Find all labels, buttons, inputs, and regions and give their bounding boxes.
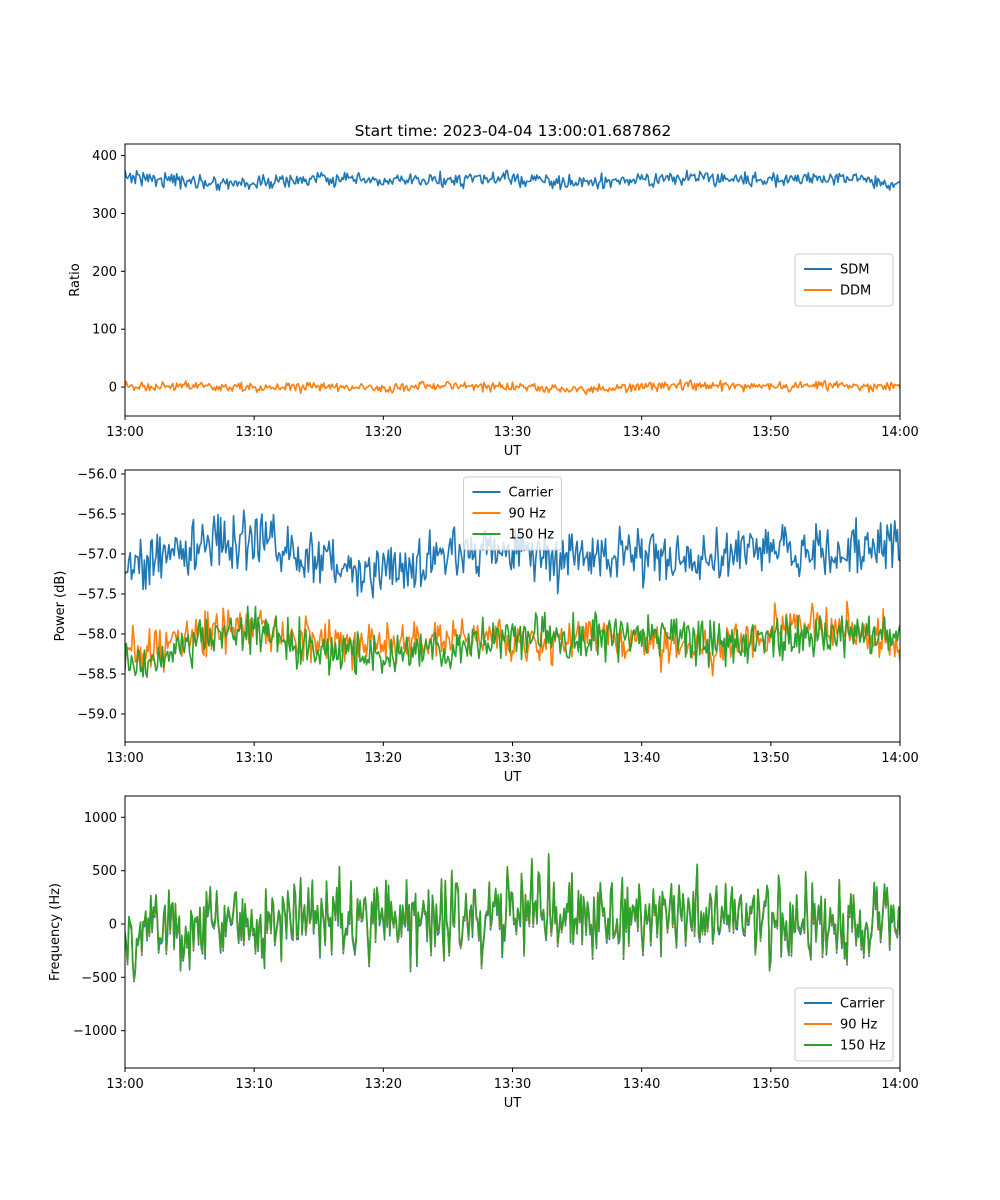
figure-title: Start time: 2023-04-04 13:00:01.687862 <box>355 122 672 140</box>
legend: Carrier 90 Hz 150 Hz <box>794 987 894 1062</box>
x-tick-label: 13:50 <box>752 1077 789 1092</box>
y-axis-label: Power (dB) <box>53 571 68 642</box>
x-tick-label: 13:50 <box>752 751 789 766</box>
y-tick-label: −59.0 <box>77 708 117 723</box>
chart-panel-3: 13:00 13:10 13:20 13:30 13:40 13:50 14:00 −1000… <box>48 795 919 1111</box>
x-tick-label: 14:00 <box>881 1077 918 1092</box>
y-tick-label: −56.5 <box>77 508 117 523</box>
legend-label: 150 Hz <box>840 1039 886 1054</box>
legend-label: Carrier <box>509 486 554 501</box>
x-tick-label: 13:10 <box>235 425 272 440</box>
y-axis-label: Ratio <box>68 263 83 296</box>
x-tick-label: 13:40 <box>623 1077 660 1092</box>
x-tick-label: 13:30 <box>494 751 531 766</box>
series-group <box>125 169 900 396</box>
x-tick-label: 13:10 <box>235 751 272 766</box>
legend: Carrier 90 Hz 150 Hz <box>463 476 562 551</box>
y-tick-label: −57.0 <box>77 548 117 563</box>
chart-panel-1: 13:00 13:10 13:20 13:30 13:40 13:50 14:00 0 100 2… <box>68 143 919 459</box>
series-line-90-hz <box>125 600 900 677</box>
y-tick-label: 400 <box>92 149 117 164</box>
x-tick-label: 14:00 <box>881 751 918 766</box>
x-tick-label: 13:20 <box>365 751 402 766</box>
y-tick-label: 300 <box>92 207 117 222</box>
legend: SDM DDM <box>794 253 894 307</box>
plots: 13:00 13:10 13:20 13:30 13:40 13:50 14:00 0 100 2… <box>48 143 919 1111</box>
y-axis-label: Frequency (Hz) <box>48 883 63 981</box>
legend-label: Carrier <box>840 997 885 1012</box>
x-tick-label: 13:40 <box>623 425 660 440</box>
x-tick-label: 13:00 <box>106 425 143 440</box>
x-tick-label: 13:50 <box>752 425 789 440</box>
series-line-150-hz <box>125 605 900 679</box>
x-tick-label: 13:10 <box>235 1077 272 1092</box>
series-line-sdm <box>125 169 900 191</box>
x-tick-label: 13:00 <box>106 751 143 766</box>
x-tick-label: 13:30 <box>494 425 531 440</box>
legend-box <box>463 476 562 551</box>
legend-box <box>794 987 894 1062</box>
x-tick-label: 14:00 <box>881 425 918 440</box>
y-tick-label: −58.5 <box>77 668 117 683</box>
legend-label: 90 Hz <box>509 507 546 522</box>
y-tick-label: −57.5 <box>77 588 117 603</box>
y-tick-label: −1000 <box>73 1024 117 1039</box>
y-tick-label: 200 <box>92 265 117 280</box>
x-axis-label: UT <box>504 770 522 785</box>
y-tick-label: −56.0 <box>77 468 117 483</box>
y-tick-label: 500 <box>92 864 117 879</box>
legend-label: 90 Hz <box>840 1018 877 1033</box>
series-group <box>125 853 900 983</box>
x-axis-label: UT <box>504 1096 522 1111</box>
legend-label: DDM <box>840 284 871 299</box>
legend-label: 150 Hz <box>509 528 555 543</box>
legend-box <box>794 253 894 307</box>
series-line-150-hz <box>125 853 900 980</box>
y-tick-label: 100 <box>92 323 117 338</box>
x-tick-label: 13:40 <box>623 751 660 766</box>
y-tick-label: −500 <box>81 971 117 986</box>
y-tick-label: 1000 <box>84 811 117 826</box>
legend-label: SDM <box>840 263 869 278</box>
x-tick-label: 13:20 <box>365 425 402 440</box>
x-tick-label: 13:00 <box>106 1077 143 1092</box>
series-line-ddm <box>125 378 900 396</box>
x-tick-label: 13:30 <box>494 1077 531 1092</box>
y-tick-label: 0 <box>109 918 117 933</box>
y-tick-label: 0 <box>109 381 117 396</box>
y-tick-label: −58.0 <box>77 628 117 643</box>
x-axis-label: UT <box>504 444 522 459</box>
x-tick-label: 13:20 <box>365 1077 402 1092</box>
chart-panel-2: 13:00 13:10 13:20 13:30 13:40 13:50 14:00 −59.0… <box>53 468 919 786</box>
